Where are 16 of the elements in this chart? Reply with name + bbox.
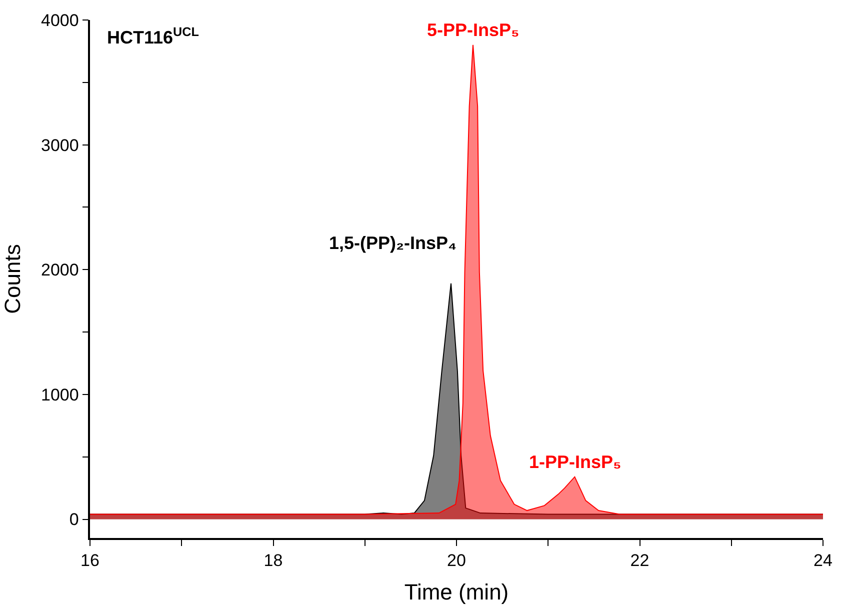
x-tick-label: 24 [814,551,832,570]
y-axis-title: Counts [0,244,25,314]
x-tick-label: 18 [264,551,283,570]
y-tick-label: 2000 [41,260,79,280]
y-tick-label: 4000 [41,10,79,30]
annotation: HCT116$^{UCL}$ [107,25,200,48]
y-tick-label: 3000 [41,136,79,155]
x-tick-label: 22 [630,551,650,570]
annotation: 5-PP-InsP₅ [427,20,520,40]
x-axis-title: Time (min) [404,580,509,605]
y-tick-label: 0 [69,510,79,530]
x-tick-label: 20 [447,551,466,570]
y-tick-label: 1000 [41,385,79,404]
annotation: 1-PP-InsP₅ [529,452,622,472]
annotation: 1,5-(PP)₂-InsP₄ [329,233,457,253]
x-tick-label: 16 [80,551,100,570]
